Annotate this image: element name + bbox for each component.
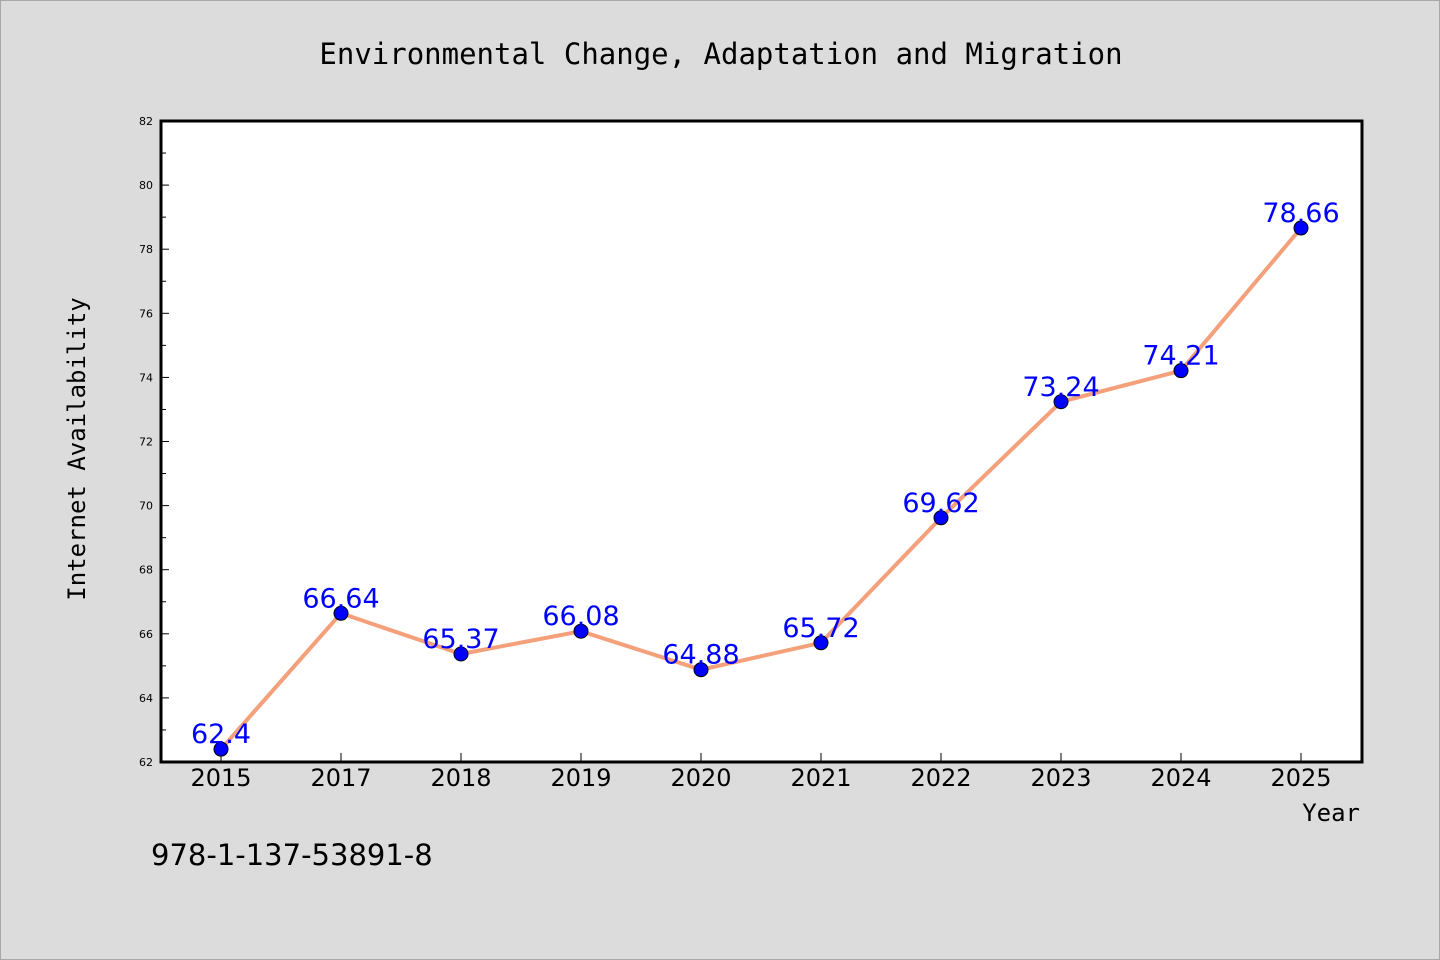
y-tick-label: 78	[139, 243, 153, 256]
y-axis: 62 64 66 68 70 72 74 76 78 80 82	[139, 115, 169, 769]
data-label: 73.24	[1022, 372, 1099, 403]
data-point	[333, 605, 349, 621]
data-point	[573, 623, 589, 639]
isbn-label: 978-1-137-53891-8	[151, 838, 433, 872]
y-tick-label: 80	[139, 179, 153, 192]
y-tick-label: 82	[139, 115, 153, 128]
data-label: 65.37	[422, 624, 499, 655]
data-labels: 62.4 66.64 65.37 66.08 64.88 65.72 69.62 73.24 7…	[191, 198, 1340, 750]
y-tick-label: 62	[139, 756, 153, 769]
chart-title: Environmental Change, Adaptation and Mig…	[319, 37, 1122, 71]
x-axis-label: Year	[1302, 799, 1360, 827]
plot-frame	[159, 119, 1364, 764]
plot-area	[161, 121, 1362, 762]
x-tick-label: 2015	[190, 764, 251, 792]
x-tick-label: 2020	[670, 764, 731, 792]
y-tick-label: 68	[139, 564, 153, 577]
y-tick-label: 72	[139, 436, 153, 449]
data-label: 66.64	[302, 583, 379, 614]
x-tick-label: 2017	[310, 764, 371, 792]
y-axis-label: Internet Availability	[63, 297, 91, 600]
x-tick-label: 2025	[1270, 764, 1331, 792]
data-label: 66.08	[542, 601, 619, 632]
data-label: 62.4	[191, 719, 251, 750]
data-point	[1053, 394, 1069, 410]
y-tick-label: 70	[139, 500, 153, 513]
x-tick-label: 2022	[910, 764, 971, 792]
series-line	[219, 226, 1303, 751]
y-tick-label: 66	[139, 628, 153, 641]
data-point	[213, 741, 229, 757]
data-series	[213, 220, 1309, 757]
y-tick-label: 74	[139, 371, 153, 384]
data-label: 78.66	[1262, 198, 1339, 229]
y-tick-label: 64	[139, 692, 153, 705]
y-tick-label: 76	[139, 307, 153, 320]
x-tick-label: 2024	[1150, 764, 1211, 792]
data-point	[1173, 363, 1189, 379]
x-tick-label: 2019	[550, 764, 611, 792]
data-label: 74.21	[1142, 341, 1219, 372]
data-point	[1293, 220, 1309, 236]
data-point	[693, 662, 709, 678]
data-label: 65.72	[782, 613, 859, 644]
data-point	[453, 646, 469, 662]
data-point	[813, 635, 829, 651]
x-tick-label: 2021	[790, 764, 851, 792]
x-tick-label: 2018	[430, 764, 491, 792]
data-point	[933, 510, 949, 526]
x-tick-label: 2023	[1030, 764, 1091, 792]
x-axis: 2015 2017 2018 2019 2020 2021 2022 2023 2024 2025	[190, 753, 1332, 792]
data-label: 69.62	[902, 488, 979, 519]
data-label: 64.88	[662, 640, 739, 671]
